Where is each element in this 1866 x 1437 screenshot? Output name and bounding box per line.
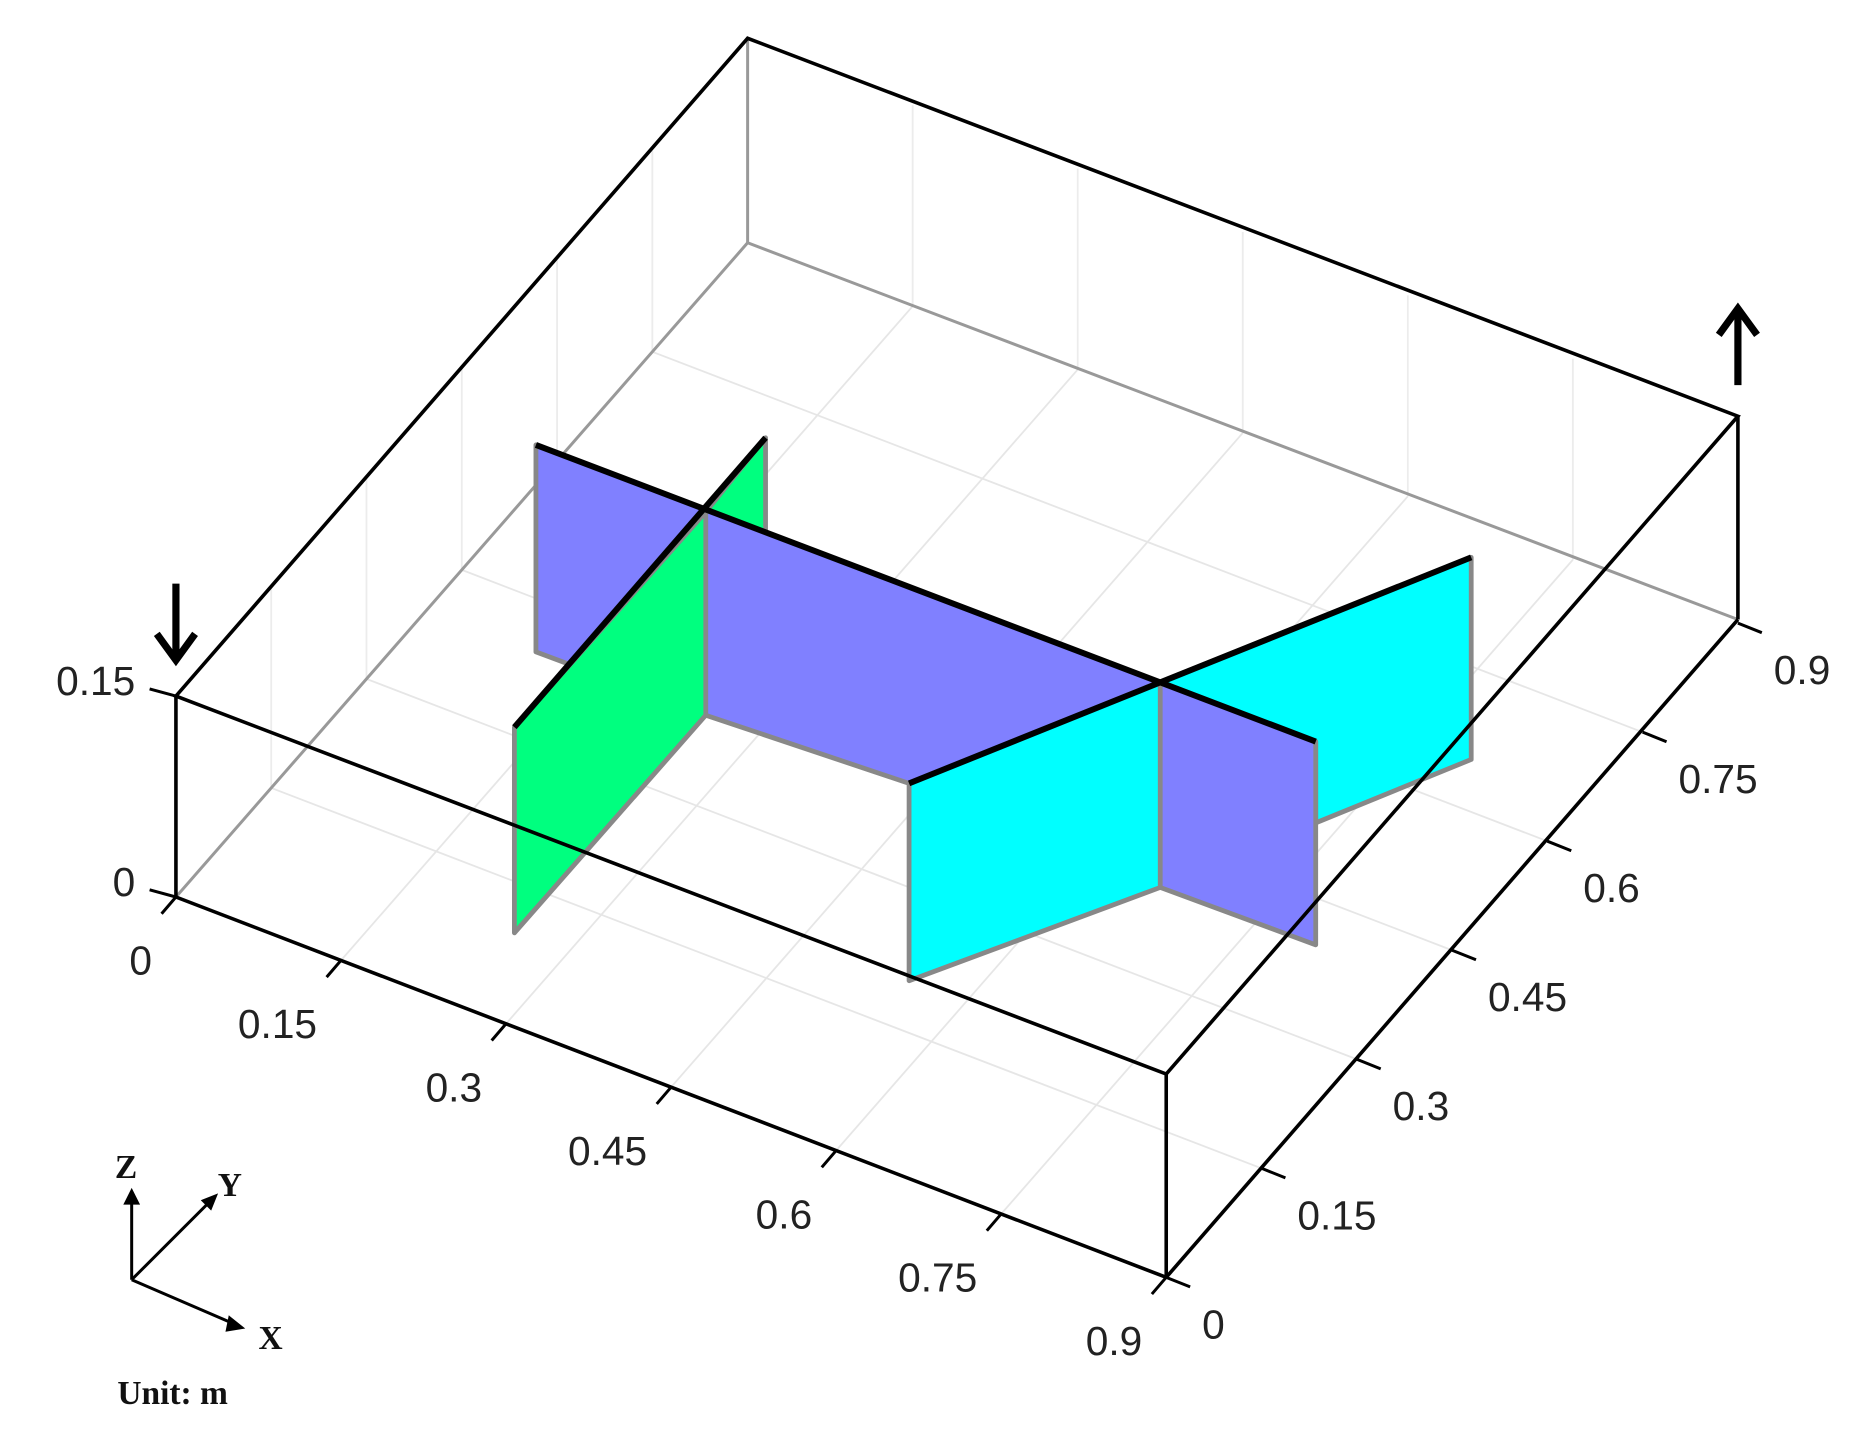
x-tick-label: 0.75 [898, 1255, 977, 1301]
x-tick [160, 896, 178, 915]
triad-y: Y [218, 1167, 242, 1204]
y-tick-label: 0.45 [1488, 974, 1567, 1020]
x-tick [325, 959, 343, 979]
x-tick [1150, 1276, 1168, 1296]
y-tick [1451, 948, 1477, 962]
y-tick [1260, 1166, 1286, 1180]
y-tick-label: 0.15 [1297, 1192, 1376, 1238]
unit-label: Unit: m [117, 1375, 228, 1412]
y-tick [1546, 839, 1572, 853]
triad-z: Z [115, 1149, 137, 1186]
box-front [172, 36, 1741, 1280]
x-tick-label: 0.15 [238, 1001, 317, 1047]
y-tick-label: 0.6 [1583, 865, 1640, 911]
plane-top-edges [512, 435, 1473, 787]
x-tick-label: 0.6 [756, 1191, 813, 1237]
floor-grid-line [652, 350, 1643, 733]
y-tick-label: 0.75 [1679, 756, 1758, 802]
x-tick [820, 1149, 838, 1169]
y-tick-label: 0 [1202, 1301, 1225, 1347]
z-tick-label: 0.15 [56, 658, 135, 704]
x-tick [985, 1212, 1003, 1232]
x-tick-label: 0.45 [568, 1128, 647, 1174]
x-tick [490, 1022, 508, 1042]
x-tick-label: 0.3 [426, 1064, 483, 1110]
z-tick [149, 687, 177, 698]
x-tick-label: 0 [129, 938, 152, 984]
floor-grid-line [270, 787, 1262, 1170]
y-tick [1642, 730, 1668, 744]
triad-x: X [258, 1320, 282, 1357]
x-tick [655, 1086, 673, 1105]
z-tick [149, 888, 177, 899]
y-tick [1737, 621, 1763, 635]
y-tick [1165, 1275, 1191, 1289]
axis-triad [123, 1187, 246, 1332]
y-tick-label: 0.3 [1393, 1083, 1450, 1129]
y-tick [1356, 1057, 1382, 1071]
flow-arrows [153, 302, 1760, 667]
z-tick-label: 0 [113, 859, 136, 905]
fractures [512, 435, 1474, 984]
x-tick-label: 0.9 [1086, 1318, 1143, 1364]
y-tick-label: 0.9 [1774, 647, 1831, 693]
box-back [174, 38, 1739, 898]
